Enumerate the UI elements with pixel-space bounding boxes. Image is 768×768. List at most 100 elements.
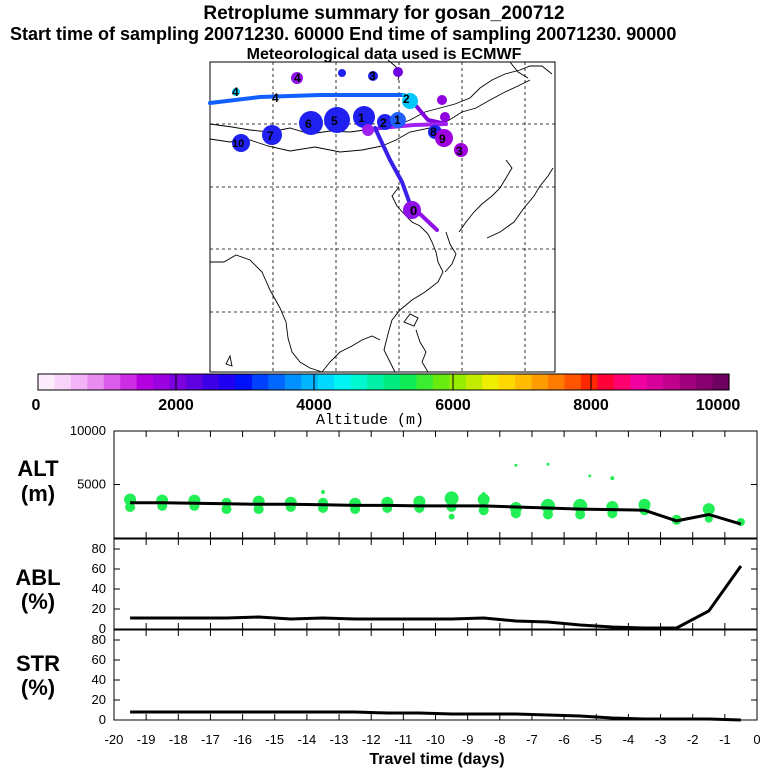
track-label: 10 xyxy=(232,138,244,150)
x-tick-label: -18 xyxy=(169,732,188,747)
track-label: 1 xyxy=(394,113,401,127)
colorbar-cells xyxy=(38,374,730,390)
alt-cluster-point xyxy=(702,503,715,516)
plume-clusters xyxy=(232,67,468,219)
map-frame xyxy=(209,61,556,373)
x-tick-label: 0 xyxy=(753,732,760,747)
alt-frame xyxy=(113,430,758,539)
colorbar-cell xyxy=(186,374,204,390)
colorbar-tick: 10000 xyxy=(696,397,741,414)
colorbar-cell xyxy=(712,374,730,390)
colorbar-cell xyxy=(301,374,319,390)
x-tick-label: -13 xyxy=(330,732,349,747)
colorbar-cell xyxy=(646,374,664,390)
colorbar-cell xyxy=(449,374,467,390)
colorbar-tick: 8000 xyxy=(573,397,609,414)
colorbar-cell xyxy=(54,374,72,390)
x-axis-title: Travel time (days) xyxy=(369,751,504,768)
cluster-9 xyxy=(435,129,453,147)
colorbar-cell xyxy=(169,374,187,390)
str-ytick-label: 80 xyxy=(92,632,106,647)
colorbar-cell xyxy=(235,374,253,390)
colorbar-cell xyxy=(284,374,302,390)
colorbar-cell xyxy=(383,374,401,390)
x-tick-label: -10 xyxy=(426,732,445,747)
alt-cluster-point xyxy=(125,502,136,512)
x-tick-label: -17 xyxy=(201,732,220,747)
cluster-1b xyxy=(390,112,406,128)
colorbar-cell xyxy=(580,374,598,390)
cluster-left-lb xyxy=(232,88,240,96)
alt-cluster-point xyxy=(477,493,490,506)
chart-title: Retroplume summary for gosan_200712 xyxy=(203,3,565,24)
colorbar-cell xyxy=(696,374,714,390)
cluster-6 xyxy=(299,111,323,135)
x-tick-label: -4 xyxy=(623,732,635,747)
colorbar-tick: 6000 xyxy=(435,397,471,414)
colorbar-cell xyxy=(334,374,352,390)
colorbar-tick: 4000 xyxy=(296,397,332,414)
alt-cluster-point xyxy=(448,513,455,520)
alt-clusters xyxy=(124,462,745,526)
alt-ytick-label: 10000 xyxy=(70,423,106,438)
colorbar-cell xyxy=(251,374,269,390)
x-tick-label: -1 xyxy=(719,732,731,747)
cluster-10 xyxy=(232,134,250,152)
alt-x-ticks xyxy=(113,431,758,538)
alt-y-ticks: 5000 10000 xyxy=(70,423,757,492)
map-panel: 4 4 3 2 2 1 1 0 7 6 5 10 8 9 3 4 xyxy=(208,59,556,373)
cluster-top-3 xyxy=(338,69,346,77)
track-label: 4 xyxy=(272,91,279,105)
abl-y-ticks: 0 20 40 60 80 xyxy=(92,541,757,636)
colorbar-cell xyxy=(663,374,681,390)
alt-cluster-point xyxy=(514,463,518,467)
alt-title: ALT xyxy=(17,456,59,481)
cluster-2 xyxy=(377,114,393,130)
colorbar-cell xyxy=(564,374,582,390)
map-gridlines xyxy=(210,62,555,372)
colorbar-cell xyxy=(416,374,434,390)
colorbar-cell xyxy=(202,374,220,390)
alt-cluster-point xyxy=(444,491,459,506)
track-label: 6 xyxy=(305,117,312,131)
colorbar-cell xyxy=(465,374,483,390)
abl-ytick-label: 60 xyxy=(92,561,106,576)
x-tick-label: -20 xyxy=(105,732,124,747)
abl-frame xyxy=(113,538,758,630)
str-ytick-label: 0 xyxy=(99,712,106,727)
alt-cluster-point xyxy=(575,509,586,520)
track-label: 3 xyxy=(456,144,463,158)
alt-cluster-point xyxy=(543,509,553,520)
abl-x-ticks xyxy=(113,539,758,629)
colorbar-cell xyxy=(268,374,286,390)
alt-cluster-point xyxy=(321,490,325,494)
sampling-times: Start time of sampling 20071230. 60000 E… xyxy=(10,24,677,44)
alt-cluster-point xyxy=(588,474,592,478)
colorbar-cell xyxy=(482,374,500,390)
colorbar-label: Altitude (m) xyxy=(316,412,424,429)
x-tick-label: -2 xyxy=(687,732,699,747)
abl-ytick-label: 0 xyxy=(99,621,106,636)
met-data-label: Meteorological data used is ECMWF xyxy=(246,46,522,63)
x-tick-label: -16 xyxy=(233,732,252,747)
colorbar-cell xyxy=(515,374,533,390)
track-label: 4 xyxy=(294,71,301,85)
str-ytick-label: 60 xyxy=(92,652,106,667)
trajectory-segment-lightblue xyxy=(208,93,406,105)
str-ytick-label: 40 xyxy=(92,672,106,687)
x-tick-label: -6 xyxy=(558,732,570,747)
trajectory-day-labels: 4 4 3 2 2 1 1 0 7 6 5 10 8 9 3 4 xyxy=(232,69,463,218)
x-tick-label: -5 xyxy=(590,732,602,747)
str-x-ticks xyxy=(113,630,758,720)
colorbar-cell xyxy=(70,374,88,390)
track-label: 1 xyxy=(358,111,365,125)
colorbar-cell xyxy=(613,374,631,390)
colorbar-cell xyxy=(38,374,56,390)
cluster-right-2 xyxy=(440,112,450,122)
str-line xyxy=(130,710,741,722)
colorbar-tick: 2000 xyxy=(158,397,194,414)
cluster-1a xyxy=(362,124,374,136)
cluster-right-1 xyxy=(437,95,447,105)
abl-line xyxy=(130,565,743,630)
